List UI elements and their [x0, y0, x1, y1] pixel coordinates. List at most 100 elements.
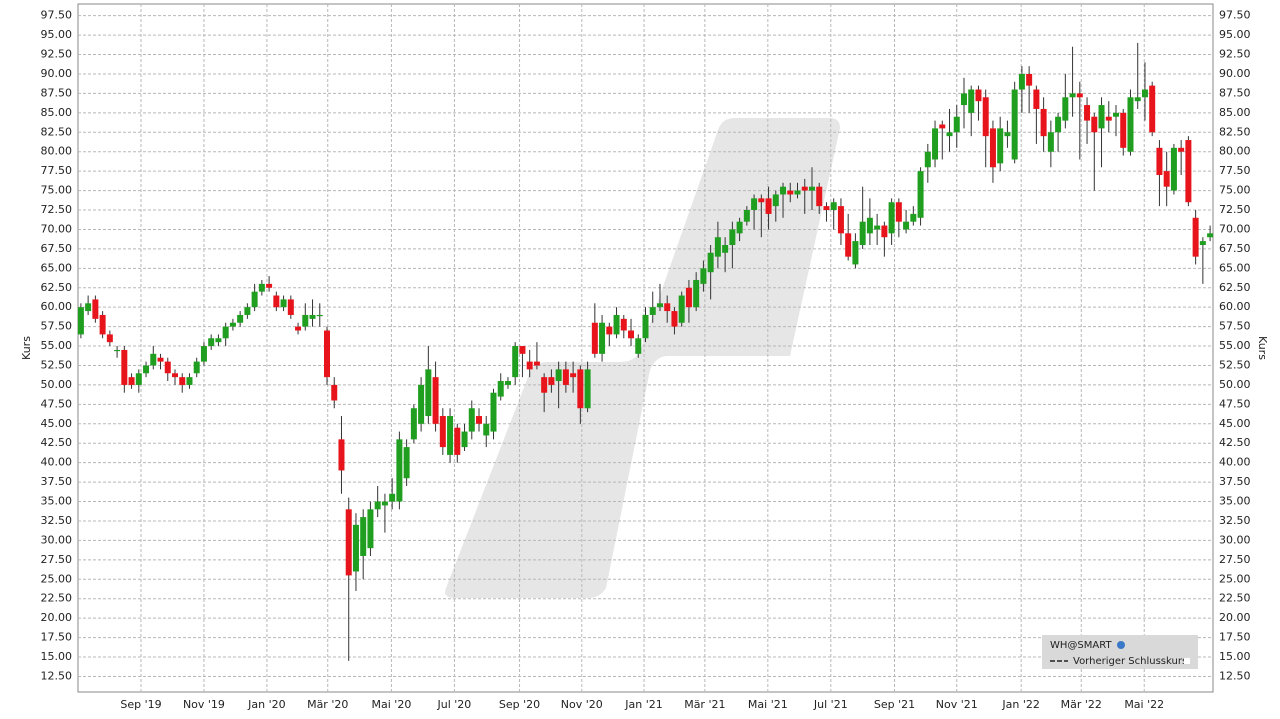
candle-body	[1091, 116, 1098, 133]
y-tick-label: 40.00	[41, 456, 73, 469]
candle-body	[287, 299, 294, 315]
candle-body	[801, 186, 808, 191]
candle-body	[635, 338, 642, 354]
y-tick-label: 42.50	[41, 436, 73, 449]
candle-body	[946, 132, 953, 137]
y-tick-label: 60.00	[41, 300, 73, 313]
candle-body	[222, 326, 229, 339]
candle-body	[171, 373, 178, 378]
candle-body	[1120, 112, 1127, 148]
y2-tick-label: 15.00	[1219, 650, 1251, 663]
legend-icon	[1117, 641, 1125, 649]
candle-body	[787, 190, 794, 195]
y2-tick-label: 50.00	[1219, 378, 1251, 391]
candle-body	[461, 431, 468, 448]
y-tick-label: 95.00	[41, 28, 73, 41]
y-tick-label: 65.00	[41, 261, 73, 274]
legend: WH@SMART Vorheriger Schlusskurs	[1042, 635, 1198, 669]
y2-tick-label: 92.50	[1219, 48, 1251, 61]
candle-body	[808, 186, 815, 191]
x-tick-label: Mär '21	[684, 698, 725, 711]
candle-body	[396, 439, 403, 502]
y2-tick-label: 97.50	[1219, 9, 1251, 22]
watermark	[445, 118, 840, 598]
x-tick-label: Sep '19	[120, 698, 161, 711]
candle-body	[794, 190, 801, 195]
candle-body	[1178, 147, 1185, 152]
y-tick-label: 45.00	[41, 417, 73, 430]
candle-body	[324, 330, 331, 378]
candle-body	[736, 221, 743, 234]
candle-body	[917, 171, 924, 218]
candle-body	[99, 314, 106, 335]
candle-body	[664, 303, 671, 312]
candle-body	[924, 151, 931, 168]
candle-body	[743, 210, 750, 222]
candle-body	[577, 369, 584, 409]
candle-body	[845, 233, 852, 257]
candle-body	[1098, 105, 1105, 129]
candle-body	[541, 377, 548, 393]
candle-body	[975, 89, 982, 102]
candle-body	[989, 128, 996, 168]
y2-tick-label: 90.00	[1219, 67, 1251, 80]
candle-body	[418, 384, 425, 424]
candle-body	[345, 509, 352, 576]
candle-body	[439, 416, 446, 448]
candle-body	[1076, 93, 1083, 98]
legend-icon	[1184, 658, 1190, 664]
candle-body	[852, 241, 859, 265]
x-tick-label: Mär '20	[307, 698, 348, 711]
candle-body	[186, 377, 193, 385]
candle-body	[447, 416, 454, 455]
y2-tick-label: 27.50	[1219, 553, 1251, 566]
candle-body	[751, 198, 758, 211]
candle-body	[837, 206, 844, 234]
candle-body	[454, 427, 461, 455]
y2-tick-label: 55.00	[1219, 339, 1251, 352]
candle-body	[888, 202, 895, 234]
candle-body	[620, 318, 627, 331]
legend-label: WH@SMART	[1050, 640, 1112, 651]
candle-body	[997, 128, 1004, 164]
candle-body	[135, 373, 142, 385]
y-tick-label: 62.50	[41, 281, 73, 294]
y2-tick-label: 12.50	[1219, 669, 1251, 682]
candle-body	[504, 381, 511, 385]
candle-body	[1062, 97, 1069, 121]
y2-tick-label: 77.50	[1219, 164, 1251, 177]
candle-body	[106, 334, 113, 343]
candle-body	[555, 369, 562, 382]
y-tick-label: 67.50	[41, 242, 73, 255]
y-tick-label: 80.00	[41, 145, 73, 158]
candle-body	[389, 493, 396, 502]
x-tick-label: Jan '22	[1001, 698, 1039, 711]
y-tick-label: 25.00	[41, 572, 73, 585]
candle-body	[200, 346, 207, 362]
y2-tick-label: 37.50	[1219, 475, 1251, 488]
candle-body	[403, 447, 410, 479]
candle-body	[599, 322, 606, 354]
legend-box	[1042, 635, 1198, 669]
y2-tick-label: 20.00	[1219, 611, 1251, 624]
candle-body	[707, 252, 714, 273]
candle-body	[316, 314, 323, 317]
candle-body	[519, 346, 526, 354]
candle-body	[649, 307, 656, 315]
candle-body	[331, 384, 338, 401]
y-tick-label: 20.00	[41, 611, 73, 624]
x-tick-label: Jul '20	[437, 698, 472, 711]
candle-body	[1018, 73, 1025, 90]
candle-body	[628, 330, 635, 339]
candle-body	[1199, 241, 1206, 245]
candle-body	[765, 198, 772, 214]
candle-body	[483, 423, 490, 436]
candle-body	[1149, 85, 1156, 133]
candle-body	[693, 279, 700, 308]
candle-body	[866, 217, 873, 234]
candle-body	[830, 202, 837, 211]
candle-body	[150, 353, 157, 366]
candle-body	[642, 314, 649, 339]
